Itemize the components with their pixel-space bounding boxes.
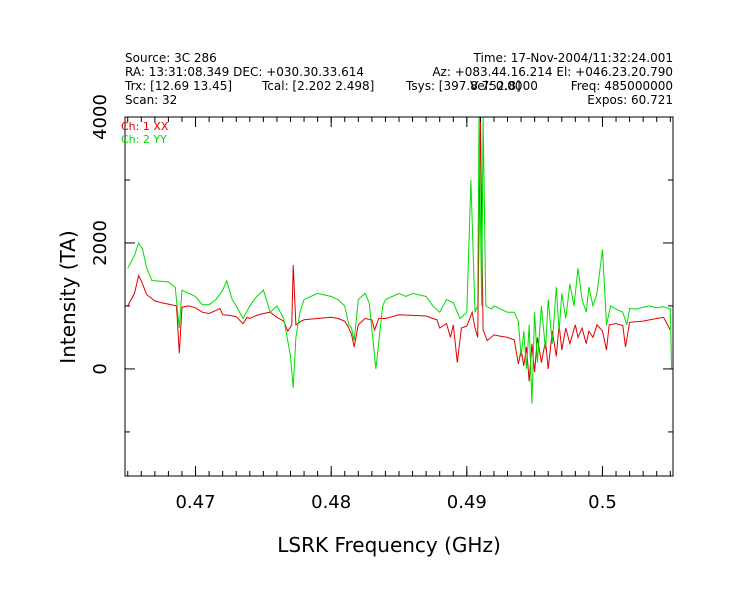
header-tcal: Tcal: [2.202 2.498] <box>262 79 375 93</box>
x-tick-label: 0.49 <box>447 492 487 513</box>
legend-entry-2: Ch: 2 YY <box>121 133 167 146</box>
x-tick-label: 0.48 <box>311 492 351 513</box>
header-ra-dec: RA: 13:31:08.349 DEC: +030.30.33.614 <box>125 65 365 79</box>
header-scan: Scan: 32 <box>125 93 178 107</box>
x-tick-label: 0.5 <box>588 492 617 513</box>
y-tick-label: 2000 <box>90 220 111 266</box>
header-tsys: Tsys: [397.8 752.8] <box>406 79 521 93</box>
header-freq: Freq: 485000000 <box>570 79 673 93</box>
header-vel: Vel: 0.0000 <box>470 79 538 93</box>
series-line-1 <box>127 117 671 382</box>
header-expos: Expos: 60.721 <box>587 93 673 107</box>
series-line-2 <box>127 117 673 404</box>
header-time: Time: 17-Nov-2004/11:32:24.001 <box>473 51 673 65</box>
y-tick-label: 0 <box>90 363 111 374</box>
x-tick-label: 0.47 <box>175 492 215 513</box>
y-axis-title: Intensity (TA) <box>56 230 80 363</box>
header-source: Source: 3C 286 <box>125 51 217 65</box>
header-az-el: Az: +083.44.16.214 El: +046.23.20.790 <box>432 65 673 79</box>
y-tick-label: 4000 <box>90 94 111 140</box>
x-axis-title: LSRK Frequency (GHz) <box>277 533 501 557</box>
header-trx: Trx: [12.69 13.45] <box>125 79 233 93</box>
legend-entry-1: Ch: 1 XX <box>121 120 169 133</box>
